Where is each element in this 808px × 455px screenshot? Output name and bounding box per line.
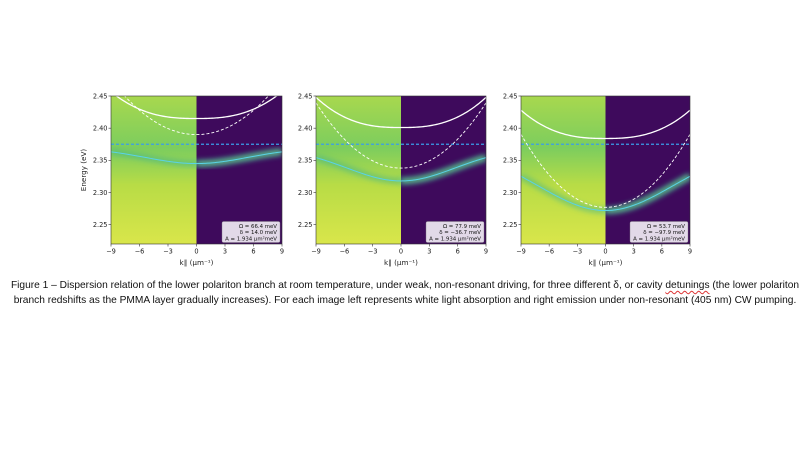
y-tick-label: 2.30 (298, 189, 313, 197)
x-tick-label: 6 (660, 248, 664, 256)
x-tick-label: −9 (311, 248, 321, 256)
params-box (425, 221, 485, 243)
plot-area (316, 96, 486, 244)
x-tick-label: 0 (399, 248, 403, 256)
y-tick-label: 2.40 (93, 124, 108, 132)
y-tick-label: 2.40 (298, 124, 313, 132)
y-tick-label: 2.30 (93, 189, 108, 197)
y-tick-label: 2.40 (503, 124, 518, 132)
chart-panel-2: −9 −6 −3 0 3 6 9 2.25 2.30 2.35 2.40 2.45 k∥ (μm⁻¹) Ω… (298, 92, 488, 267)
y-tick-label: 2.35 (93, 157, 108, 165)
caption-text-end: (the lower polariton branch redshifts as… (13, 280, 800, 306)
params-line: δ = −97.9 meV (643, 230, 685, 236)
absorption-half (111, 96, 197, 244)
x-axis-label: k∥ (μm⁻¹) (180, 258, 214, 267)
x-tick-label: 9 (280, 248, 284, 256)
y-tick-label: 2.30 (503, 189, 518, 197)
params-line: δ = 14.0 meV (240, 230, 278, 236)
x-tick-label: −9 (516, 248, 526, 256)
plot-area (111, 96, 282, 244)
x-tick-label: 9 (688, 248, 692, 256)
x-tick-label: 6 (456, 248, 460, 256)
cavity-mode (124, 96, 269, 136)
lower-polariton-fit (521, 175, 690, 212)
params-box (629, 221, 689, 243)
lower-polariton-fit (316, 157, 486, 182)
y-tick-label: 2.35 (503, 157, 518, 165)
x-axis-label: k∥ (μm⁻¹) (384, 258, 418, 267)
params-line: A = 1.934 μm²meV (429, 235, 481, 242)
upper-polariton (521, 109, 690, 140)
params-line: Ω = 66.4 meV (239, 224, 277, 230)
x-tick-label: 3 (427, 248, 431, 256)
params-line: δ = −36.7 meV (439, 230, 481, 236)
x-tick-label: 0 (194, 248, 198, 256)
x-tick-label: −3 (368, 248, 378, 256)
y-tick-label: 2.45 (503, 92, 518, 100)
x-tick-label: 3 (632, 248, 636, 256)
x-tick-label: 6 (251, 248, 255, 256)
chart-panel-1: −9 −6 −3 0 3 6 9 2.25 2.30 2.35 2.40 2.45 k∥ (μm⁻¹) E… (79, 92, 284, 267)
x-axis-label: k∥ (μm⁻¹) (589, 258, 623, 267)
x-tick-label: 9 (484, 248, 488, 256)
cavity-mode (316, 102, 486, 169)
params-line: Ω = 53.7 meV (647, 224, 685, 230)
caption-text-start: Figure 1 – Dispersion relation of the lo… (10, 280, 666, 291)
upper-polariton (316, 96, 486, 129)
lower-polariton-fit (111, 151, 282, 165)
figure-caption: Figure 1 – Dispersion relation of the lo… (10, 279, 800, 308)
x-tick-label: 3 (223, 248, 227, 256)
params-line: A = 1.934 μm²meV (225, 235, 277, 242)
y-tick-label: 2.35 (298, 157, 313, 165)
y-tick-label: 2.25 (503, 221, 518, 229)
chart-panel-3: −9 −6 −3 0 3 6 9 2.25 2.30 2.35 2.40 2.45 k∥ (μm⁻¹) Ω… (503, 92, 692, 267)
caption-spellcheck-word: detunings (665, 280, 710, 291)
y-tick-label: 2.45 (298, 92, 313, 100)
params-box (221, 221, 281, 243)
upper-polariton (115, 96, 278, 120)
x-tick-label: −9 (106, 248, 116, 256)
y-axis-label: Energy (eV) (79, 149, 88, 192)
y-tick-label: 2.25 (93, 221, 108, 229)
x-tick-label: −6 (339, 248, 349, 256)
x-tick-label: −3 (163, 248, 173, 256)
x-tick-label: 0 (603, 248, 607, 256)
y-tick-label: 2.25 (298, 221, 313, 229)
params-line: A = 1.934 μm²meV (633, 235, 685, 242)
x-tick-label: −3 (572, 248, 582, 256)
cavity-mode (521, 134, 690, 208)
absorption-half (521, 96, 606, 244)
params-line: Ω = 77.9 meV (443, 224, 481, 230)
x-tick-label: −6 (544, 248, 554, 256)
plot-area (521, 96, 690, 244)
x-tick-label: −6 (135, 248, 145, 256)
y-tick-label: 2.45 (93, 92, 108, 100)
